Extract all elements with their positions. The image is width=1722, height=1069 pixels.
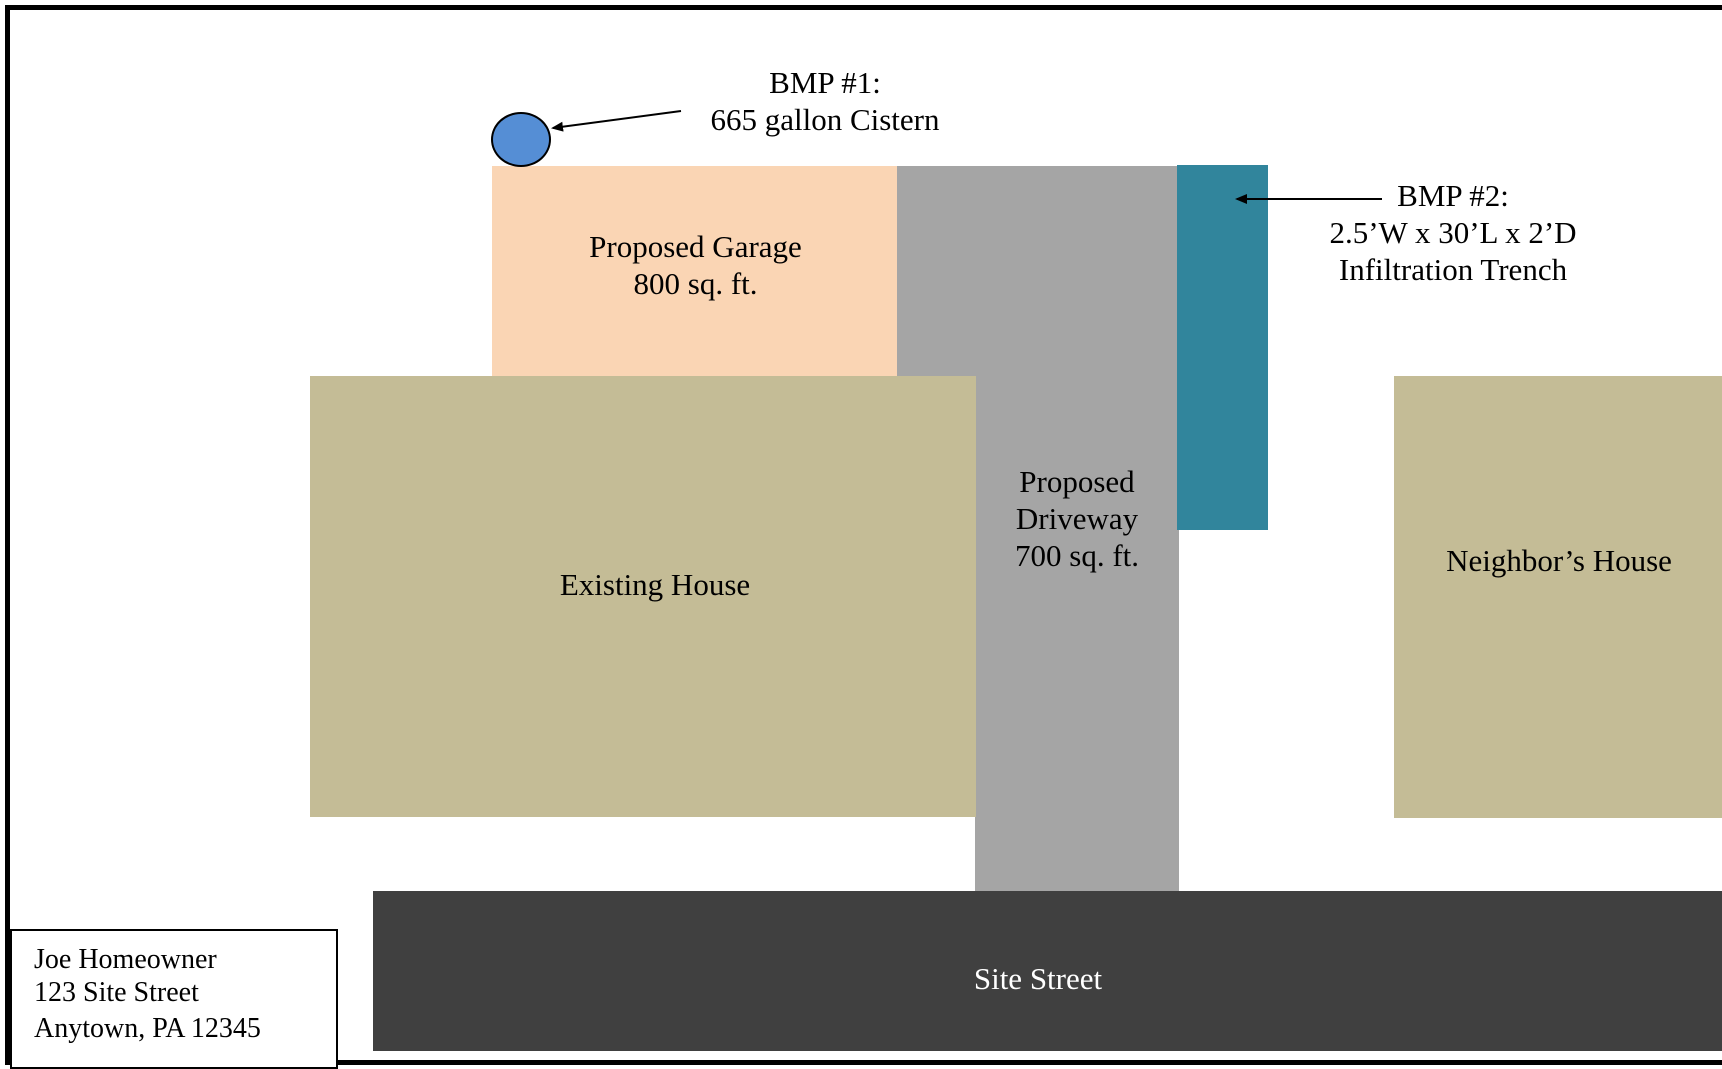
bmp1-title: BMP #1:: [769, 65, 881, 100]
neighbor-house: [1394, 376, 1722, 818]
bmp1-arrow: [551, 110, 682, 132]
bmp2-description: Infiltration Trench: [1338, 252, 1568, 287]
bmp2-dimensions: 2.5’W x 30’L x 2’D: [1329, 215, 1577, 250]
proposed-garage: [492, 166, 899, 377]
garage-name: Proposed Garage: [589, 229, 802, 264]
bmp1-label: BMP #1: 665 gallon Cistern: [690, 64, 960, 138]
site-plan-border: [5, 5, 1722, 1065]
infiltration-trench: [1177, 165, 1268, 530]
garage-label: Proposed Garage 800 sq. ft.: [492, 228, 899, 302]
driveway-area: 700 sq. ft.: [1015, 538, 1139, 573]
existing-house-label: Existing House: [559, 567, 751, 602]
owner-city: Anytown, PA 12345: [34, 1013, 261, 1044]
driveway-line1: Proposed: [1019, 464, 1135, 499]
existing-house: [310, 376, 976, 817]
driveway-line2: Driveway: [1015, 501, 1139, 536]
proposed-driveway: [975, 376, 1179, 891]
driveway-label: Proposed Driveway 700 sq. ft.: [975, 463, 1179, 574]
bmp2-label: BMP #2: 2.5’W x 30’L x 2’D Infiltration …: [1300, 177, 1606, 288]
bmp1-description: 665 gallon Cistern: [710, 102, 940, 137]
owner-street: 123 Site Street: [34, 977, 199, 1008]
street-label: Site Street: [973, 961, 1103, 996]
owner-address-box: Joe Homeowner 123 Site Street Anytown, P…: [10, 929, 338, 1069]
bmp2-title: BMP #2:: [1397, 178, 1509, 213]
neighbor-house-label: Neighbor’s House: [1446, 543, 1672, 578]
owner-name: Joe Homeowner: [34, 944, 217, 975]
cistern-icon: [491, 112, 551, 167]
site-street: [373, 891, 1722, 1051]
garage-area: 800 sq. ft.: [633, 266, 758, 301]
driveway-upper: [897, 166, 1179, 377]
